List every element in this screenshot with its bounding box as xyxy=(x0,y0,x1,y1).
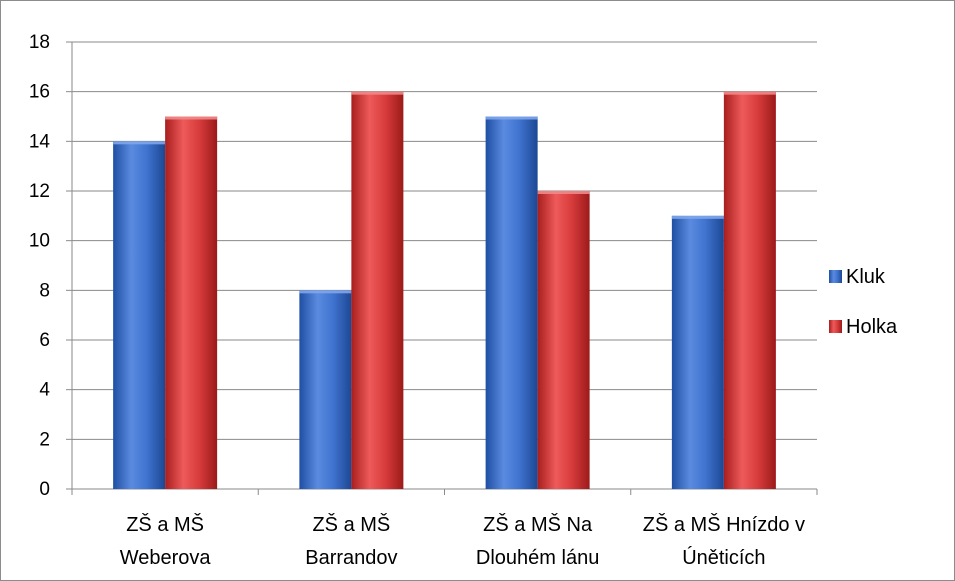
bar-kluk xyxy=(299,290,352,489)
y-tick-label: 4 xyxy=(39,380,50,401)
bar-holka xyxy=(723,91,776,490)
y-tick-label: 12 xyxy=(29,181,50,202)
x-tick-label: Dlouhém lánu xyxy=(476,547,599,569)
y-tick-label: 16 xyxy=(29,82,50,103)
y-tick-label: 10 xyxy=(29,231,50,252)
bar-top-highlight xyxy=(723,91,776,95)
bar-holka xyxy=(165,116,218,489)
y-tick-label: 18 xyxy=(29,32,50,53)
y-tick-label: 8 xyxy=(39,280,50,301)
bar-kluk xyxy=(485,116,538,489)
y-tick-label: 0 xyxy=(39,479,50,500)
bar-top-highlight xyxy=(485,116,538,120)
x-tick-label: ZŠ a MŠ xyxy=(312,513,390,536)
bar-top-highlight xyxy=(671,215,724,219)
legend: Kluk Holka xyxy=(829,266,898,338)
bars xyxy=(113,91,776,490)
bar-top-highlight xyxy=(351,91,404,95)
x-tick-label: Barrandov xyxy=(305,547,397,569)
y-tick-labels: 0 2 4 6 8 10 12 14 16 18 xyxy=(29,32,51,500)
x-tick-labels: ZŠ a MŠ Weberova ZŠ a MŠ Barrandov ZŠ a MŠ N… xyxy=(120,513,805,569)
y-tick-label: 2 xyxy=(39,429,50,450)
bar-holka xyxy=(537,191,590,489)
bar-holka xyxy=(351,91,404,490)
y-tick-label: 14 xyxy=(29,131,51,152)
bar-top-highlight xyxy=(537,191,590,194)
legend-label-kluk: Kluk xyxy=(846,266,886,288)
bar-kluk xyxy=(671,215,724,490)
legend-label-holka: Holka xyxy=(846,316,898,338)
bar-kluk xyxy=(113,141,166,490)
x-tick-label: Úněticích xyxy=(682,546,765,569)
y-tick-label: 6 xyxy=(39,330,50,351)
x-tick-label: ZŠ a MŠ Na xyxy=(483,513,593,536)
bar-top-highlight xyxy=(113,141,166,145)
x-tick-label: Weberova xyxy=(120,547,212,569)
x-tick-label: ZŠ a MŠ xyxy=(126,513,204,536)
bar-top-highlight xyxy=(299,290,352,294)
legend-swatch-kluk xyxy=(829,270,842,283)
bar-top-highlight xyxy=(165,116,218,120)
legend-swatch-holka xyxy=(829,320,842,333)
x-tick-label: ZŠ a MŠ Hnízdo v xyxy=(643,513,805,536)
